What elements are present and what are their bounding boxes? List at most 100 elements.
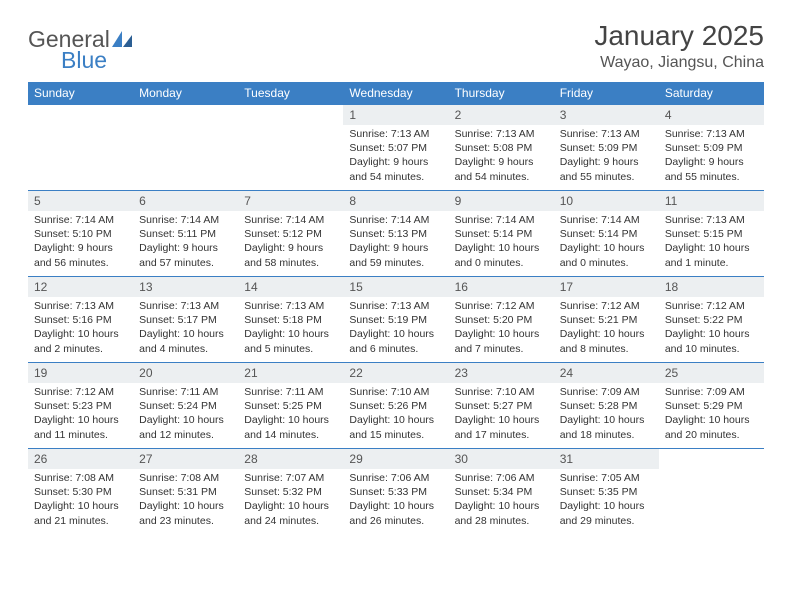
day-details: Sunrise: 7:13 AMSunset: 5:07 PMDaylight:… xyxy=(343,125,448,188)
calendar-cell xyxy=(659,449,764,535)
day-details: Sunrise: 7:09 AMSunset: 5:29 PMDaylight:… xyxy=(659,383,764,446)
calendar-cell: 16Sunrise: 7:12 AMSunset: 5:20 PMDayligh… xyxy=(449,277,554,363)
calendar-cell: 14Sunrise: 7:13 AMSunset: 5:18 PMDayligh… xyxy=(238,277,343,363)
calendar-cell: 10Sunrise: 7:14 AMSunset: 5:14 PMDayligh… xyxy=(554,191,659,277)
calendar-cell: 7Sunrise: 7:14 AMSunset: 5:12 PMDaylight… xyxy=(238,191,343,277)
day-details: Sunrise: 7:07 AMSunset: 5:32 PMDaylight:… xyxy=(238,469,343,532)
day-details: Sunrise: 7:13 AMSunset: 5:16 PMDaylight:… xyxy=(28,297,133,360)
calendar-cell xyxy=(238,105,343,191)
day-number: 26 xyxy=(28,449,133,469)
col-sunday: Sunday xyxy=(28,82,133,105)
day-number: 4 xyxy=(659,105,764,125)
calendar-cell: 13Sunrise: 7:13 AMSunset: 5:17 PMDayligh… xyxy=(133,277,238,363)
calendar-cell: 28Sunrise: 7:07 AMSunset: 5:32 PMDayligh… xyxy=(238,449,343,535)
calendar-cell: 3Sunrise: 7:13 AMSunset: 5:09 PMDaylight… xyxy=(554,105,659,191)
day-number: 23 xyxy=(449,363,554,383)
day-number: 28 xyxy=(238,449,343,469)
day-number: 21 xyxy=(238,363,343,383)
weekday-header-row: Sunday Monday Tuesday Wednesday Thursday… xyxy=(28,82,764,105)
calendar-cell: 18Sunrise: 7:12 AMSunset: 5:22 PMDayligh… xyxy=(659,277,764,363)
day-details: Sunrise: 7:11 AMSunset: 5:25 PMDaylight:… xyxy=(238,383,343,446)
day-details: Sunrise: 7:12 AMSunset: 5:22 PMDaylight:… xyxy=(659,297,764,360)
calendar-row: 1Sunrise: 7:13 AMSunset: 5:07 PMDaylight… xyxy=(28,105,764,191)
day-number: 1 xyxy=(343,105,448,125)
day-details: Sunrise: 7:13 AMSunset: 5:15 PMDaylight:… xyxy=(659,211,764,274)
sail-icon xyxy=(112,31,134,49)
day-details: Sunrise: 7:14 AMSunset: 5:14 PMDaylight:… xyxy=(554,211,659,274)
day-details: Sunrise: 7:14 AMSunset: 5:14 PMDaylight:… xyxy=(449,211,554,274)
day-number: 14 xyxy=(238,277,343,297)
day-number: 20 xyxy=(133,363,238,383)
day-number: 13 xyxy=(133,277,238,297)
col-saturday: Saturday xyxy=(659,82,764,105)
day-number: 31 xyxy=(554,449,659,469)
calendar-cell: 27Sunrise: 7:08 AMSunset: 5:31 PMDayligh… xyxy=(133,449,238,535)
day-details: Sunrise: 7:14 AMSunset: 5:11 PMDaylight:… xyxy=(133,211,238,274)
month-title: January 2025 xyxy=(594,20,764,52)
col-wednesday: Wednesday xyxy=(343,82,448,105)
calendar-row: 12Sunrise: 7:13 AMSunset: 5:16 PMDayligh… xyxy=(28,277,764,363)
calendar-row: 5Sunrise: 7:14 AMSunset: 5:10 PMDaylight… xyxy=(28,191,764,277)
day-number: 29 xyxy=(343,449,448,469)
day-number: 15 xyxy=(343,277,448,297)
day-details: Sunrise: 7:11 AMSunset: 5:24 PMDaylight:… xyxy=(133,383,238,446)
day-number: 17 xyxy=(554,277,659,297)
calendar-cell: 20Sunrise: 7:11 AMSunset: 5:24 PMDayligh… xyxy=(133,363,238,449)
col-tuesday: Tuesday xyxy=(238,82,343,105)
calendar-cell: 22Sunrise: 7:10 AMSunset: 5:26 PMDayligh… xyxy=(343,363,448,449)
day-details: Sunrise: 7:13 AMSunset: 5:09 PMDaylight:… xyxy=(554,125,659,188)
day-details: Sunrise: 7:13 AMSunset: 5:09 PMDaylight:… xyxy=(659,125,764,188)
day-details: Sunrise: 7:05 AMSunset: 5:35 PMDaylight:… xyxy=(554,469,659,532)
day-number: 6 xyxy=(133,191,238,211)
calendar-cell: 15Sunrise: 7:13 AMSunset: 5:19 PMDayligh… xyxy=(343,277,448,363)
day-details: Sunrise: 7:14 AMSunset: 5:12 PMDaylight:… xyxy=(238,211,343,274)
day-details: Sunrise: 7:13 AMSunset: 5:08 PMDaylight:… xyxy=(449,125,554,188)
day-number: 2 xyxy=(449,105,554,125)
calendar-cell: 25Sunrise: 7:09 AMSunset: 5:29 PMDayligh… xyxy=(659,363,764,449)
day-details: Sunrise: 7:06 AMSunset: 5:34 PMDaylight:… xyxy=(449,469,554,532)
day-number: 5 xyxy=(28,191,133,211)
calendar-cell: 17Sunrise: 7:12 AMSunset: 5:21 PMDayligh… xyxy=(554,277,659,363)
day-details: Sunrise: 7:14 AMSunset: 5:10 PMDaylight:… xyxy=(28,211,133,274)
day-number: 12 xyxy=(28,277,133,297)
day-details: Sunrise: 7:10 AMSunset: 5:27 PMDaylight:… xyxy=(449,383,554,446)
calendar-cell xyxy=(133,105,238,191)
day-details: Sunrise: 7:10 AMSunset: 5:26 PMDaylight:… xyxy=(343,383,448,446)
calendar-cell: 24Sunrise: 7:09 AMSunset: 5:28 PMDayligh… xyxy=(554,363,659,449)
day-details: Sunrise: 7:06 AMSunset: 5:33 PMDaylight:… xyxy=(343,469,448,532)
day-details: Sunrise: 7:13 AMSunset: 5:17 PMDaylight:… xyxy=(133,297,238,360)
day-number: 11 xyxy=(659,191,764,211)
day-details: Sunrise: 7:12 AMSunset: 5:21 PMDaylight:… xyxy=(554,297,659,360)
day-number: 3 xyxy=(554,105,659,125)
day-number: 18 xyxy=(659,277,764,297)
day-details: Sunrise: 7:14 AMSunset: 5:13 PMDaylight:… xyxy=(343,211,448,274)
col-friday: Friday xyxy=(554,82,659,105)
day-details: Sunrise: 7:08 AMSunset: 5:30 PMDaylight:… xyxy=(28,469,133,532)
calendar-cell: 8Sunrise: 7:14 AMSunset: 5:13 PMDaylight… xyxy=(343,191,448,277)
calendar-cell: 11Sunrise: 7:13 AMSunset: 5:15 PMDayligh… xyxy=(659,191,764,277)
calendar-cell xyxy=(28,105,133,191)
day-details: Sunrise: 7:09 AMSunset: 5:28 PMDaylight:… xyxy=(554,383,659,446)
calendar-cell: 4Sunrise: 7:13 AMSunset: 5:09 PMDaylight… xyxy=(659,105,764,191)
day-details: Sunrise: 7:13 AMSunset: 5:19 PMDaylight:… xyxy=(343,297,448,360)
location: Wayao, Jiangsu, China xyxy=(594,54,764,72)
calendar-row: 19Sunrise: 7:12 AMSunset: 5:23 PMDayligh… xyxy=(28,363,764,449)
day-details: Sunrise: 7:08 AMSunset: 5:31 PMDaylight:… xyxy=(133,469,238,532)
day-number: 24 xyxy=(554,363,659,383)
day-number: 19 xyxy=(28,363,133,383)
calendar-cell: 12Sunrise: 7:13 AMSunset: 5:16 PMDayligh… xyxy=(28,277,133,363)
calendar-cell: 21Sunrise: 7:11 AMSunset: 5:25 PMDayligh… xyxy=(238,363,343,449)
calendar-cell: 5Sunrise: 7:14 AMSunset: 5:10 PMDaylight… xyxy=(28,191,133,277)
calendar-cell: 2Sunrise: 7:13 AMSunset: 5:08 PMDaylight… xyxy=(449,105,554,191)
calendar-cell: 6Sunrise: 7:14 AMSunset: 5:11 PMDaylight… xyxy=(133,191,238,277)
calendar-cell: 26Sunrise: 7:08 AMSunset: 5:30 PMDayligh… xyxy=(28,449,133,535)
col-thursday: Thursday xyxy=(449,82,554,105)
calendar-cell: 23Sunrise: 7:10 AMSunset: 5:27 PMDayligh… xyxy=(449,363,554,449)
day-number: 27 xyxy=(133,449,238,469)
day-number: 7 xyxy=(238,191,343,211)
calendar-cell: 19Sunrise: 7:12 AMSunset: 5:23 PMDayligh… xyxy=(28,363,133,449)
calendar-cell: 9Sunrise: 7:14 AMSunset: 5:14 PMDaylight… xyxy=(449,191,554,277)
calendar-cell: 31Sunrise: 7:05 AMSunset: 5:35 PMDayligh… xyxy=(554,449,659,535)
calendar-table: Sunday Monday Tuesday Wednesday Thursday… xyxy=(28,82,764,535)
calendar-cell: 1Sunrise: 7:13 AMSunset: 5:07 PMDaylight… xyxy=(343,105,448,191)
